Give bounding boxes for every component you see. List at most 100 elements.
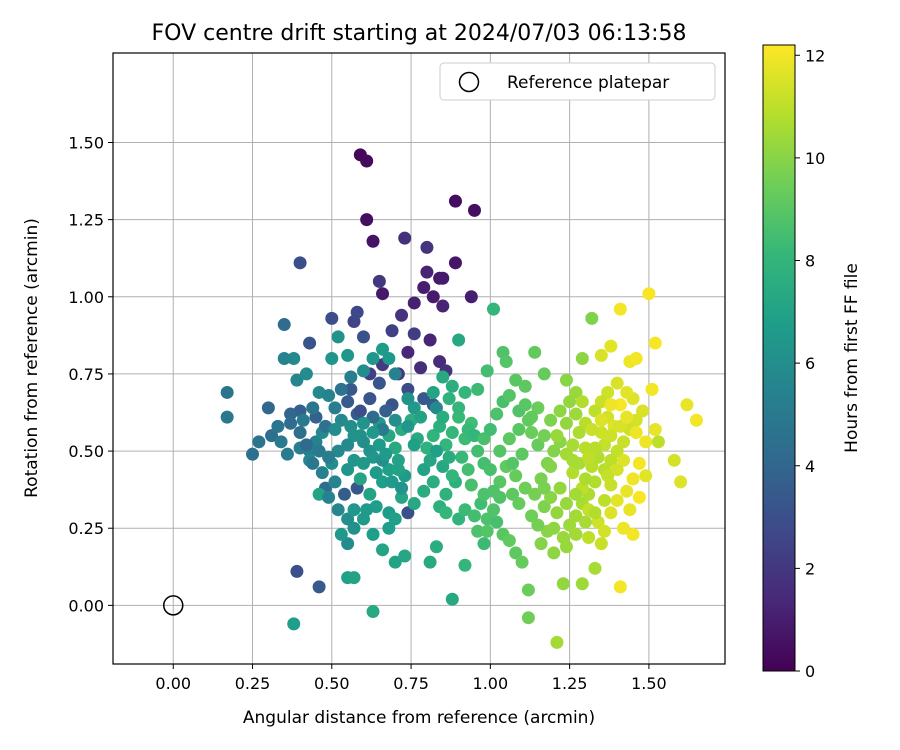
data-point (452, 512, 466, 526)
data-point (578, 515, 592, 529)
data-point (569, 509, 583, 523)
data-point (493, 444, 507, 458)
data-point (388, 367, 402, 381)
data-point (436, 410, 450, 424)
data-point (623, 503, 637, 517)
data-point (414, 361, 428, 375)
data-point (604, 506, 618, 520)
data-point (525, 426, 539, 440)
y-tick-label: 0.00 (68, 596, 104, 615)
data-point (417, 484, 431, 498)
data-point (325, 311, 339, 325)
data-point (471, 382, 485, 396)
data-point (598, 493, 612, 507)
data-point (544, 490, 558, 504)
data-point (322, 450, 336, 464)
data-point (439, 487, 453, 501)
data-point (559, 540, 573, 554)
legend-marker-icon (458, 71, 480, 93)
data-point (525, 509, 539, 523)
data-point (401, 419, 415, 433)
data-point (420, 265, 434, 279)
data-point (334, 413, 348, 427)
data-point (445, 469, 459, 483)
data-point (528, 487, 542, 501)
data-point (550, 635, 564, 649)
data-point (376, 475, 390, 489)
data-point (471, 444, 485, 458)
data-point (372, 438, 386, 452)
data-point (553, 481, 567, 495)
data-point (423, 555, 437, 569)
data-point (458, 503, 472, 517)
data-point (347, 571, 361, 585)
data-point (376, 543, 390, 557)
data-point (366, 234, 380, 248)
data-point (382, 521, 396, 535)
data-point (537, 367, 551, 381)
data-point (445, 592, 459, 606)
y-tick-label: 1.50 (68, 133, 104, 152)
data-point (569, 527, 583, 541)
data-point (534, 537, 548, 551)
data-point (382, 352, 396, 365)
data-point (566, 466, 580, 480)
data-point (610, 444, 624, 458)
data-point (287, 352, 301, 365)
data-point (407, 497, 421, 511)
data-point (604, 398, 618, 412)
data-point (401, 392, 415, 406)
x-tick-label: 0.25 (235, 674, 271, 693)
data-point (315, 466, 329, 480)
data-point (433, 355, 447, 369)
data-point (632, 456, 646, 470)
y-tick-label: 0.75 (68, 365, 104, 384)
data-point (274, 435, 288, 449)
data-point (306, 456, 320, 470)
data-point (395, 490, 409, 504)
data-point (604, 453, 618, 467)
data-point (610, 463, 624, 477)
colorbar-tick-label: 6 (805, 354, 815, 373)
data-point (617, 453, 631, 467)
data-point (610, 493, 624, 507)
data-point (620, 385, 634, 399)
data-point (353, 472, 367, 486)
data-point (388, 413, 402, 427)
legend-box (439, 62, 716, 101)
data-point (363, 487, 377, 501)
data-point (341, 348, 355, 362)
data-point (689, 413, 703, 427)
data-point (518, 379, 532, 393)
data-point (372, 274, 386, 288)
data-point (467, 203, 481, 217)
data-point (515, 447, 529, 461)
data-point (261, 401, 275, 415)
data-point (578, 472, 592, 486)
data-point (556, 577, 570, 591)
data-point (312, 580, 326, 594)
x-tick-label: 0.00 (155, 674, 191, 693)
data-point (509, 373, 523, 387)
data-point (360, 213, 374, 227)
data-point (341, 395, 355, 409)
data-point (620, 484, 634, 498)
data-point (464, 478, 478, 492)
data-point (379, 404, 393, 418)
data-point (331, 330, 345, 344)
data-point (322, 490, 336, 504)
data-point (544, 413, 558, 427)
data-point (395, 481, 409, 495)
data-point (436, 299, 450, 313)
data-point (464, 290, 478, 304)
data-point (328, 401, 342, 415)
data-point (477, 487, 491, 501)
data-point (626, 472, 640, 486)
data-point (360, 154, 374, 168)
data-point (588, 441, 602, 455)
data-point (388, 555, 402, 569)
data-point (299, 438, 313, 452)
colorbar-label: Hours from first FF file (842, 263, 862, 453)
data-point (594, 413, 608, 427)
data-point (483, 463, 497, 477)
